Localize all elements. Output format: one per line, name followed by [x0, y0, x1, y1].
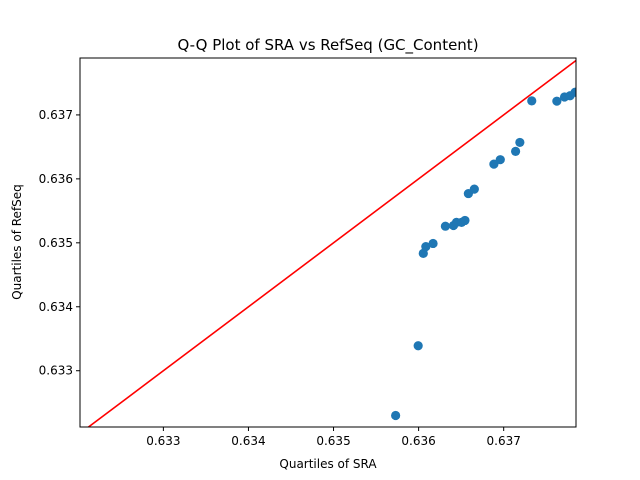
x-tick-label: 0.633 [146, 434, 180, 448]
reference-line [87, 59, 576, 427]
y-axis-label: Quartiles of RefSeq [10, 184, 24, 300]
y-tick-label: 0.633 [39, 364, 73, 378]
data-point [495, 155, 505, 165]
data-point [440, 221, 451, 231]
x-tick-label: 0.635 [316, 434, 350, 448]
data-point [428, 238, 438, 249]
x-tick-label: 0.636 [401, 434, 435, 448]
y-tick-label: 0.637 [39, 108, 73, 122]
x-tick-label: 0.634 [231, 434, 265, 448]
data-point [510, 146, 521, 156]
y-tick-label: 0.635 [39, 236, 73, 250]
data-point [469, 184, 479, 194]
data-point [570, 87, 576, 97]
data-point [515, 137, 525, 148]
data-point [489, 159, 499, 169]
plot-area: 0.633 0.634 0.635 0.636 0.637 0.633 0.634 0.635… [39, 57, 577, 448]
data-point [527, 96, 537, 106]
data-point [413, 341, 423, 351]
x-tick-label: 0.637 [487, 434, 521, 448]
data-point [421, 242, 431, 252]
y-tick-label: 0.634 [39, 300, 73, 314]
x-axis-label: Quartiles of SRA [279, 457, 377, 471]
y-tick-label: 0.636 [39, 172, 73, 186]
data-point [460, 215, 470, 226]
data-point [391, 410, 401, 421]
chart-title: Q-Q Plot of SRA vs RefSeq (GC_Content) [177, 36, 478, 55]
data-point [552, 96, 562, 106]
